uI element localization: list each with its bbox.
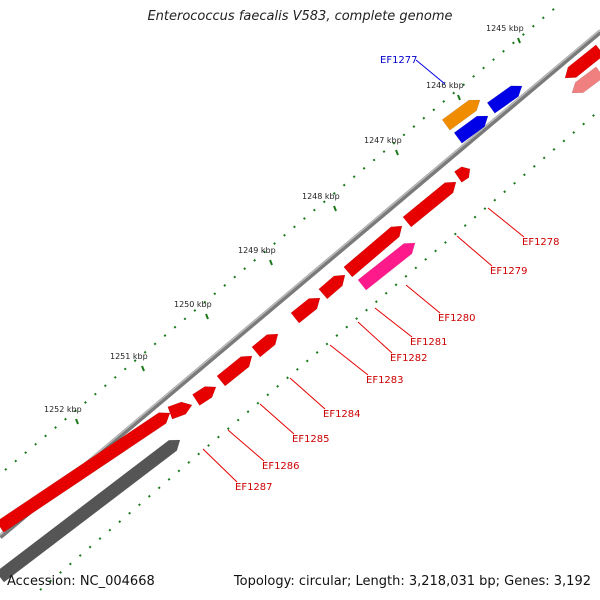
tick-track-inner: [39, 109, 600, 591]
gene-label-ef1287[interactable]: EF1287: [235, 482, 273, 493]
gene-label-ef1282[interactable]: EF1282: [390, 353, 428, 364]
map-title: Enterococcus faecalis V583, complete gen…: [147, 9, 453, 24]
tick-mark: [75, 418, 79, 425]
gene-arrow-far-red[interactable]: [564, 44, 600, 79]
gene-arrow-far-pink[interactable]: [571, 66, 600, 94]
tick-mark: [333, 205, 337, 212]
label-leader-line: [329, 344, 369, 376]
tick-mark: [141, 365, 145, 372]
tick-label: 1247 kbp: [364, 136, 402, 145]
label-leader-line: [227, 429, 265, 462]
gene-features: [0, 44, 600, 583]
tick-label: 1252 kbp: [44, 405, 82, 414]
gene-arrow-ef1286[interactable]: [167, 401, 193, 420]
label-leader-line: [405, 284, 441, 314]
gene-arrow-ef1282[interactable]: [290, 297, 321, 324]
gene-arrow-ef1278[interactable]: [454, 166, 471, 183]
gene-labels: EF1277 EF1278 EF1279 EF1280 EF1281 EF1282 EF12…: [202, 55, 560, 493]
gene-arrow-ef1279[interactable]: [402, 181, 457, 228]
label-leader-line: [487, 207, 525, 238]
tick-mark: [395, 149, 399, 156]
gene-label-ef1286[interactable]: EF1286: [262, 461, 300, 472]
gene-arrow-ef1281[interactable]: [318, 274, 346, 300]
gene-label-ef1285[interactable]: EF1285: [292, 434, 330, 445]
tick-label: 1248 kbp: [302, 192, 340, 201]
tick-label: 1251 kbp: [110, 352, 148, 361]
genome-summary: Topology: circular; Length: 3,218,031 bp…: [233, 574, 591, 589]
label-leader-line: [374, 307, 413, 338]
tick-mark: [205, 313, 209, 320]
tick-mark: [269, 259, 273, 266]
gene-arrow-ef1277[interactable]: [486, 85, 523, 114]
gene-arrow-ef1287[interactable]: [0, 412, 171, 533]
gene-label-ef1284[interactable]: EF1284: [323, 409, 361, 420]
gene-arrow-ef1283[interactable]: [251, 333, 279, 358]
tick-label: 1249 kbp: [238, 246, 276, 255]
gene-label-ef1280[interactable]: EF1280: [438, 313, 476, 324]
tick-label: 1250 kbp: [174, 300, 212, 309]
tick-track-outer: [4, 7, 556, 471]
gene-arrow-ef1284[interactable]: [216, 355, 253, 387]
gene-label-ef1279[interactable]: EF1279: [490, 266, 528, 277]
gene-arrow-gray[interactable]: [0, 439, 181, 583]
label-leader-line: [415, 59, 446, 85]
gene-label-ef1281[interactable]: EF1281: [410, 337, 448, 348]
gene-arrow-orange[interactable]: [441, 99, 481, 131]
label-leader-line: [289, 377, 326, 410]
label-leader-line: [202, 448, 238, 483]
gene-label-ef1278[interactable]: EF1278: [522, 237, 560, 248]
tick-mark: [517, 37, 521, 44]
gene-arrow-blue-1[interactable]: [453, 115, 489, 144]
tick-label: 1246 kbp: [426, 81, 464, 90]
tick-label: 1245 kbp: [486, 24, 524, 33]
tick-labels: 1245 kbp 1246 kbp 1247 kbp 1248 kbp 1249 kbp…: [44, 24, 524, 425]
gene-label-ef1283[interactable]: EF1283: [366, 375, 404, 386]
accession-text: Accession: NC_004668: [7, 574, 155, 589]
label-leader-line: [259, 403, 295, 435]
gene-arrow-ef1285[interactable]: [192, 386, 217, 406]
label-leader-line: [456, 235, 493, 267]
gene-arrow-ef1280[interactable]: [343, 225, 403, 278]
gene-arrow-highlight[interactable]: [357, 242, 416, 291]
gene-label-ef1277[interactable]: EF1277: [380, 55, 418, 66]
tick-mark: [457, 94, 461, 101]
label-leader-line: [357, 321, 393, 354]
